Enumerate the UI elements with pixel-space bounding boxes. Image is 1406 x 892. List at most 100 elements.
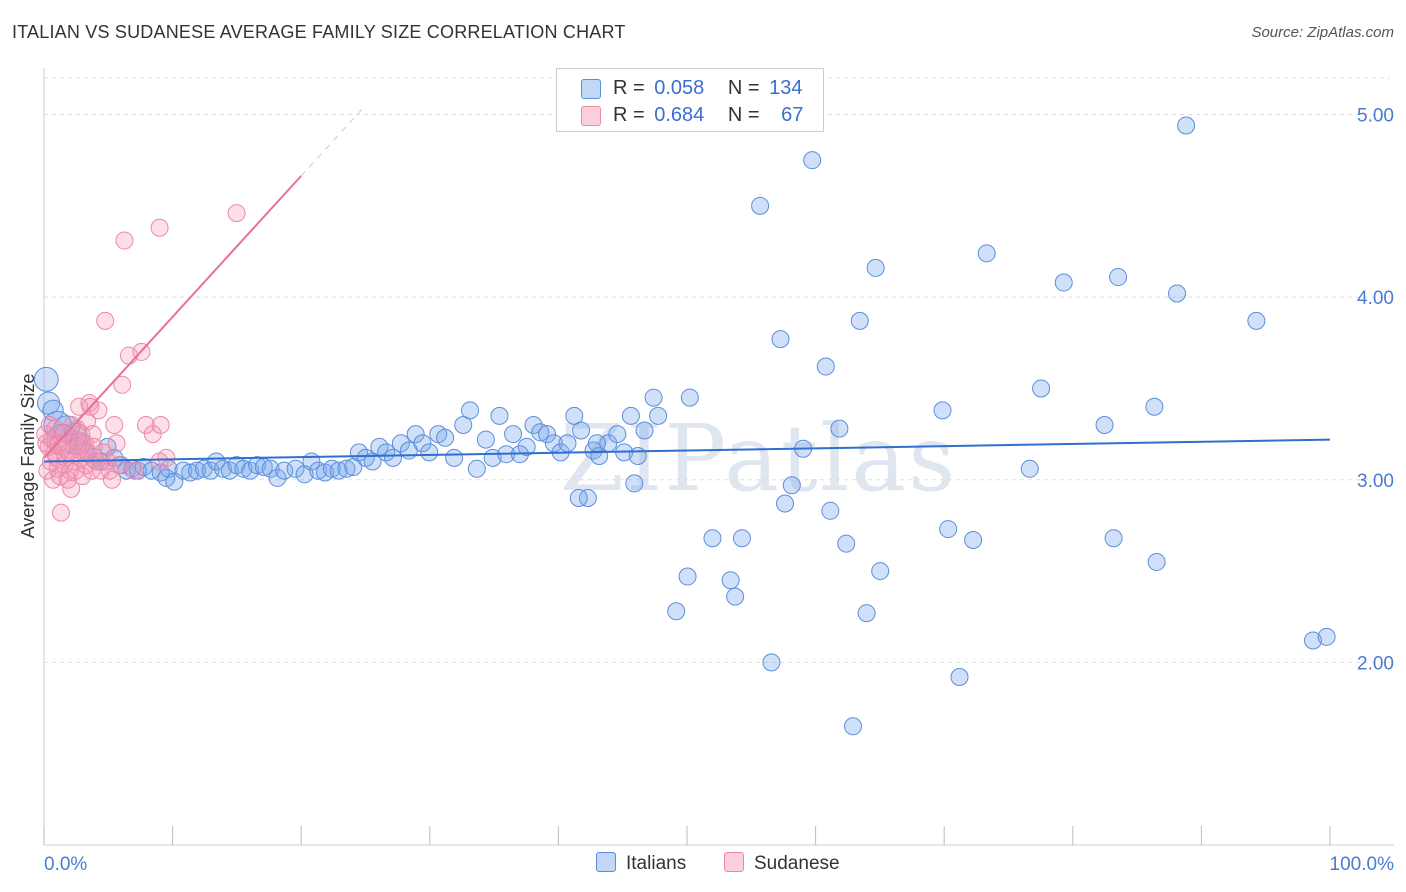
italians-point xyxy=(322,459,341,478)
sudanese-point xyxy=(136,415,155,434)
sudanese-point xyxy=(107,434,126,453)
italians-point xyxy=(857,604,876,623)
italians-point xyxy=(782,476,801,495)
italians-point xyxy=(678,567,697,586)
sudanese-swatch xyxy=(581,106,601,126)
sudanese-r-label: R = xyxy=(613,104,645,126)
sudanese-point xyxy=(150,218,169,237)
bottom-italians-swatch xyxy=(596,852,616,872)
sudanese-point xyxy=(83,425,102,444)
italians-point xyxy=(476,430,495,449)
sudanese-n-value: 67 xyxy=(781,104,804,126)
italians-point xyxy=(454,415,473,434)
italians-point xyxy=(1317,627,1336,646)
italians-point xyxy=(504,425,523,444)
italians-point xyxy=(1095,415,1114,434)
italians-point xyxy=(1054,273,1073,292)
stats-legend: R = 0.058 N = 134 R = 0.684 N = 67 xyxy=(556,68,824,132)
italians-point xyxy=(721,571,740,590)
sudanese-point xyxy=(73,467,92,486)
italians-point xyxy=(1104,529,1123,548)
italians-point xyxy=(558,434,577,453)
italians-point xyxy=(950,667,969,686)
italians-point xyxy=(531,423,550,442)
italians-r-value: 0.058 xyxy=(654,77,705,99)
bottom-italians-label: Italians xyxy=(626,853,687,874)
italians-point xyxy=(608,425,627,444)
y-tick-label: 3.00 xyxy=(1357,471,1394,492)
italians-point xyxy=(635,421,654,440)
italians-swatch xyxy=(581,79,601,99)
italians-point xyxy=(762,653,781,672)
sudanese-point xyxy=(75,434,94,453)
y-tick-label: 2.00 xyxy=(1357,653,1394,674)
italians-point xyxy=(776,494,795,513)
italians-point xyxy=(830,419,849,438)
sudanese-point xyxy=(143,425,162,444)
italians-point xyxy=(726,587,745,606)
sudanese-point xyxy=(227,204,246,223)
italians-point xyxy=(461,401,480,420)
sudanese-n-label: N = xyxy=(727,104,760,126)
italians-point xyxy=(649,406,668,425)
italians-point xyxy=(214,459,233,478)
italians-point xyxy=(436,428,455,447)
sudanese-trend-extension xyxy=(300,105,366,177)
italians-n-label: N = xyxy=(727,77,760,99)
sudanese-r-value: 0.684 xyxy=(654,104,705,126)
italians-point xyxy=(187,461,206,480)
italians-point xyxy=(644,388,663,407)
italians-point xyxy=(933,401,952,420)
sudanese-point xyxy=(105,415,124,434)
italians-point xyxy=(703,529,722,548)
italians-point xyxy=(490,406,509,425)
italians-point xyxy=(524,415,543,434)
italians-point xyxy=(337,459,356,478)
italians-point xyxy=(843,717,862,736)
italians-point xyxy=(174,461,193,480)
italians-point xyxy=(275,461,294,480)
sudanese-point xyxy=(89,401,108,420)
italians-point xyxy=(420,443,439,462)
bottom-legend-italians: Italians xyxy=(596,852,686,875)
italians-point xyxy=(363,452,382,471)
italians-point xyxy=(771,330,790,349)
italians-point xyxy=(286,459,305,478)
italians-r-label: R = xyxy=(613,77,645,99)
italians-point xyxy=(406,425,425,444)
sudanese-point xyxy=(157,448,176,467)
italians-point xyxy=(538,425,557,444)
sudanese-point xyxy=(84,437,103,456)
italians-n-value: 134 xyxy=(769,77,803,99)
bottom-sudanese-label: Sudanese xyxy=(754,853,840,874)
sudanese-point xyxy=(151,415,170,434)
italians-point xyxy=(977,244,996,263)
sudanese-point xyxy=(115,231,134,250)
italians-point xyxy=(587,434,606,453)
italians-point xyxy=(261,459,280,478)
sudanese-point xyxy=(102,470,121,489)
sudanese-point xyxy=(82,461,101,480)
italians-point xyxy=(383,448,402,467)
italians-point xyxy=(871,562,890,581)
italians-point xyxy=(445,448,464,467)
sudanese-trend-line xyxy=(43,175,302,459)
italians-point xyxy=(866,258,885,277)
y-tick-label: 4.00 xyxy=(1357,288,1394,309)
italians-point xyxy=(181,463,200,482)
x-tick-label-min: 0.0% xyxy=(44,854,87,875)
sudanese-point xyxy=(96,311,115,330)
italians-point xyxy=(1177,116,1196,135)
italians-point xyxy=(837,534,856,553)
italians-point xyxy=(964,531,983,550)
italians-point xyxy=(821,501,840,520)
sudanese-point xyxy=(51,503,70,522)
italians-point xyxy=(565,406,584,425)
italians-point xyxy=(517,437,536,456)
sudanese-point xyxy=(54,425,73,444)
italians-point xyxy=(1145,397,1164,416)
italians-point xyxy=(413,434,432,453)
italians-point xyxy=(1168,284,1187,303)
bottom-legend-sudanese: Sudanese xyxy=(724,852,840,875)
italians-point xyxy=(569,489,588,508)
